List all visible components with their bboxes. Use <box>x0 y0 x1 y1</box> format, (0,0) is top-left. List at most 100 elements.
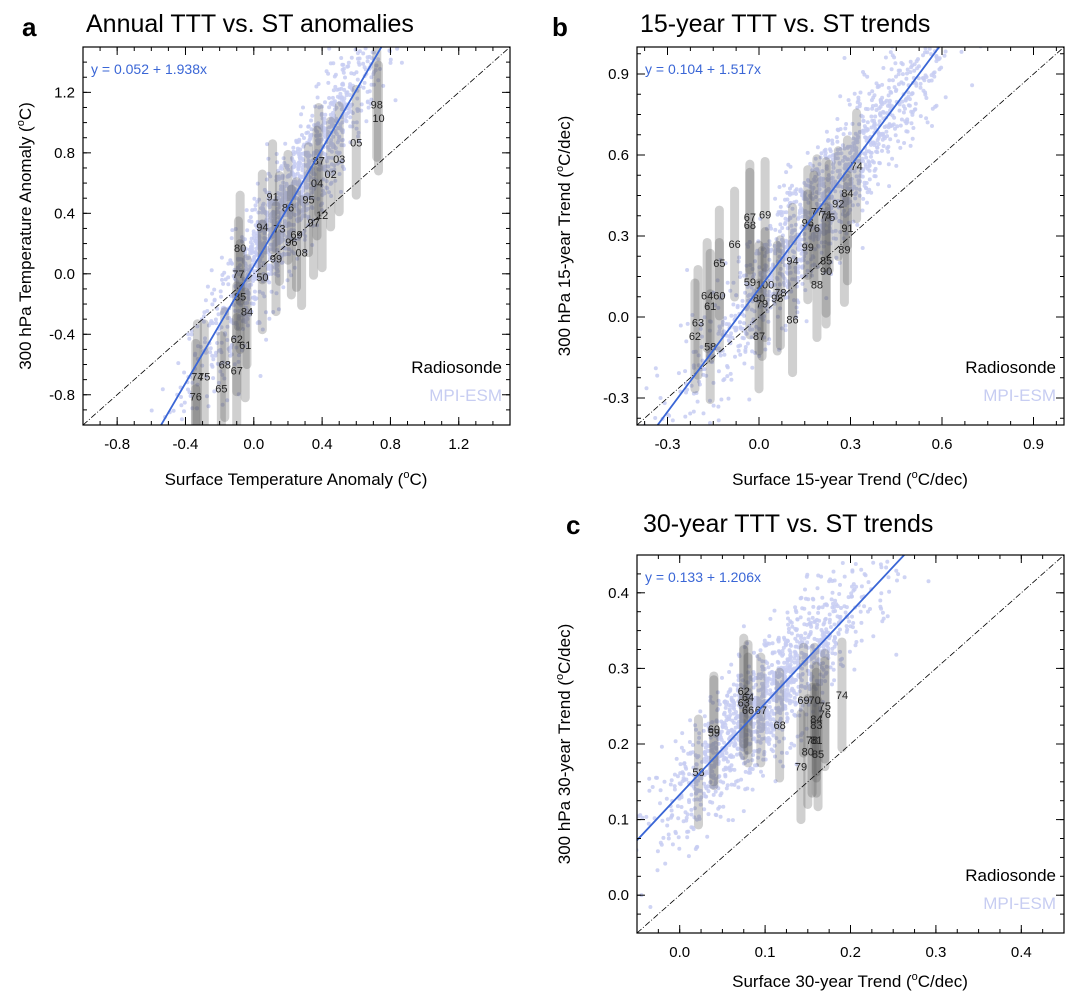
model-point <box>854 584 859 589</box>
model-point <box>892 85 897 90</box>
model-point <box>920 76 925 80</box>
model-point <box>955 42 959 46</box>
model-point <box>299 112 304 117</box>
model-point <box>768 305 773 310</box>
model-point <box>351 120 356 125</box>
model-point <box>271 310 276 314</box>
model-point <box>252 255 257 260</box>
model-point <box>865 127 870 132</box>
model-point <box>676 371 681 376</box>
model-point <box>806 702 811 707</box>
model-point <box>860 246 865 250</box>
model-point <box>723 316 728 321</box>
model-point <box>772 243 777 248</box>
model-point <box>677 781 682 786</box>
model-point <box>756 719 761 724</box>
x-tick-label: 0.1 <box>755 944 776 961</box>
model-point <box>824 129 829 134</box>
model-point <box>842 56 847 60</box>
model-point <box>822 229 827 234</box>
radiosonde-year-68: 68 <box>773 720 785 732</box>
model-point <box>853 643 858 648</box>
model-point <box>847 649 852 654</box>
model-point <box>765 301 770 306</box>
model-point <box>355 107 360 112</box>
model-point <box>775 659 780 664</box>
model-point <box>790 206 795 211</box>
model-point <box>304 185 309 190</box>
model-point <box>725 374 730 379</box>
model-point <box>716 331 721 336</box>
model-point <box>738 352 743 357</box>
model-point <box>837 592 842 596</box>
model-point <box>335 161 340 166</box>
model-point <box>793 605 798 610</box>
model-point <box>851 621 856 625</box>
model-point <box>269 219 274 224</box>
model-point <box>711 380 716 385</box>
model-point <box>782 183 786 188</box>
model-point <box>937 43 941 47</box>
model-point <box>829 206 833 211</box>
model-point <box>756 239 761 244</box>
model-point <box>771 727 776 732</box>
model-point <box>705 749 710 753</box>
model-point <box>843 610 848 615</box>
model-point <box>371 72 376 76</box>
model-point <box>742 313 747 318</box>
radiosonde-year-03: 03 <box>333 154 345 166</box>
model-point <box>355 96 360 101</box>
model-point <box>257 289 262 294</box>
x-tick-label: -0.8 <box>104 436 130 453</box>
model-point <box>805 183 810 188</box>
model-point <box>789 688 794 693</box>
model-point <box>821 244 826 249</box>
model-point <box>767 634 772 639</box>
model-point <box>242 343 247 348</box>
model-point <box>937 67 942 72</box>
model-point <box>196 344 200 349</box>
model-point <box>299 189 304 194</box>
model-point <box>718 814 723 819</box>
model-point <box>738 682 743 687</box>
model-point <box>729 313 734 318</box>
model-point <box>852 143 857 148</box>
model-point <box>706 789 711 794</box>
model-point <box>822 191 827 196</box>
model-point <box>803 596 808 601</box>
model-point <box>732 743 737 748</box>
model-point <box>778 266 783 271</box>
model-point <box>694 845 699 850</box>
model-point <box>830 229 835 234</box>
model-point <box>847 619 851 624</box>
model-point <box>985 1 989 5</box>
model-point <box>310 190 315 195</box>
model-point <box>219 325 224 330</box>
model-point <box>847 162 851 167</box>
model-point <box>874 103 878 108</box>
model-point <box>687 740 692 744</box>
model-point <box>782 660 787 665</box>
model-point <box>300 208 305 212</box>
model-point <box>312 151 317 156</box>
model-point <box>330 155 335 160</box>
model-point <box>835 139 840 144</box>
radiosonde-year-88: 88 <box>811 280 823 292</box>
model-point <box>772 301 777 306</box>
model-point <box>931 11 935 15</box>
model-point <box>869 125 874 130</box>
model-point <box>782 665 787 670</box>
model-point <box>374 63 379 68</box>
model-point <box>781 645 786 650</box>
model-point <box>930 106 935 111</box>
model-point <box>689 807 694 812</box>
model-point <box>743 348 748 352</box>
model-point <box>205 284 210 289</box>
model-point <box>683 439 687 443</box>
model-point <box>738 320 742 325</box>
radiosonde-year-95: 95 <box>302 195 314 207</box>
model-point <box>893 61 898 66</box>
model-point <box>340 158 345 163</box>
model-point <box>263 221 268 226</box>
model-point <box>390 3 394 7</box>
